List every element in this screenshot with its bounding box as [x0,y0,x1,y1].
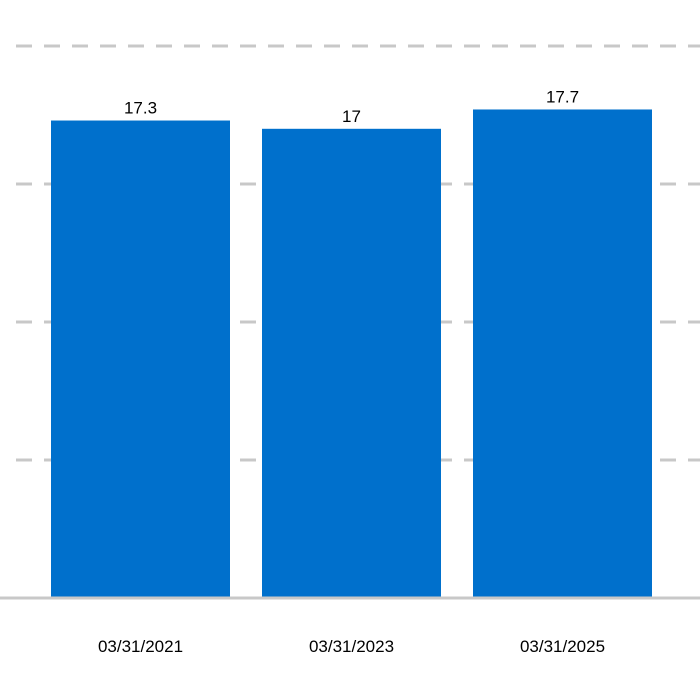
bars [51,109,652,599]
x-tick-label: 03/31/2023 [309,637,394,656]
data-labels: 17.3 17 17.7 [124,87,579,125]
x-tick-label: 03/31/2021 [98,637,183,656]
bar [262,128,441,599]
data-label: 17.7 [546,87,579,106]
bar [51,120,230,599]
x-tick-labels: 03/31/2021 03/31/2023 03/31/2025 [98,637,605,656]
x-tick-label: 03/31/2025 [520,637,605,656]
bar [473,109,652,598]
data-label: 17.3 [124,99,157,118]
data-label: 17 [342,107,361,126]
